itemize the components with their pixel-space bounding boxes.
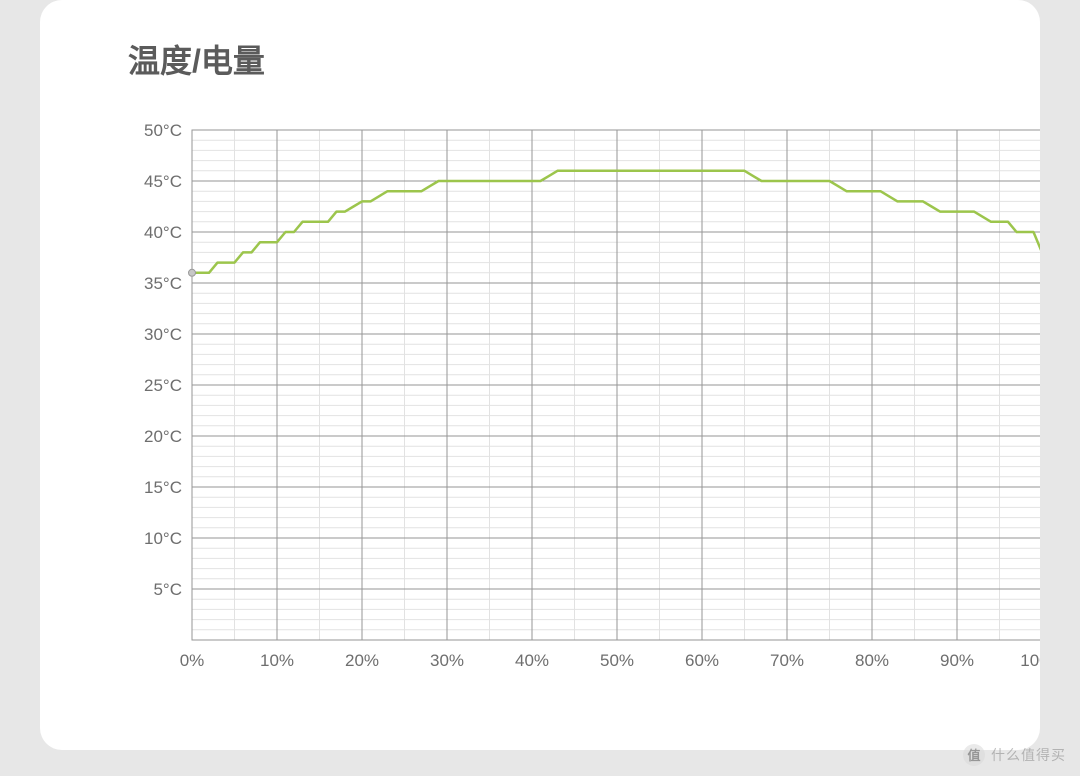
y-tick-label: 20°C (144, 427, 182, 446)
y-tick-label: 5°C (153, 580, 182, 599)
y-tick-label: 15°C (144, 478, 182, 497)
watermark-logo-icon: 值 (963, 744, 985, 766)
watermark-text: 什么值得买 (991, 745, 1066, 765)
x-tick-label: 50% (600, 651, 634, 670)
chart-card: 温度/电量 5°C10°C15°C20°C25°C30°C35°C40°C45°… (40, 0, 1040, 750)
x-tick-label: 90% (940, 651, 974, 670)
watermark: 值 什么值得买 (963, 744, 1066, 766)
y-tick-label: 35°C (144, 274, 182, 293)
x-tick-label: 100% (1020, 651, 1040, 670)
x-tick-label: 30% (430, 651, 464, 670)
x-tick-label: 40% (515, 651, 549, 670)
page-background: 温度/电量 5°C10°C15°C20°C25°C30°C35°C40°C45°… (0, 0, 1080, 776)
y-tick-label: 45°C (144, 172, 182, 191)
x-tick-label: 70% (770, 651, 804, 670)
x-tick-label: 60% (685, 651, 719, 670)
y-tick-label: 40°C (144, 223, 182, 242)
y-tick-label: 25°C (144, 376, 182, 395)
x-tick-label: 0% (180, 651, 205, 670)
y-tick-label: 30°C (144, 325, 182, 344)
y-tick-label: 10°C (144, 529, 182, 548)
y-tick-label: 50°C (144, 121, 182, 140)
x-tick-label: 10% (260, 651, 294, 670)
x-tick-label: 20% (345, 651, 379, 670)
line-chart: 5°C 10°C 15°C 20°C 25°C 30°C 35°C 40°C 45°C 50°C 0… (40, 0, 1040, 750)
x-tick-label: 80% (855, 651, 889, 670)
